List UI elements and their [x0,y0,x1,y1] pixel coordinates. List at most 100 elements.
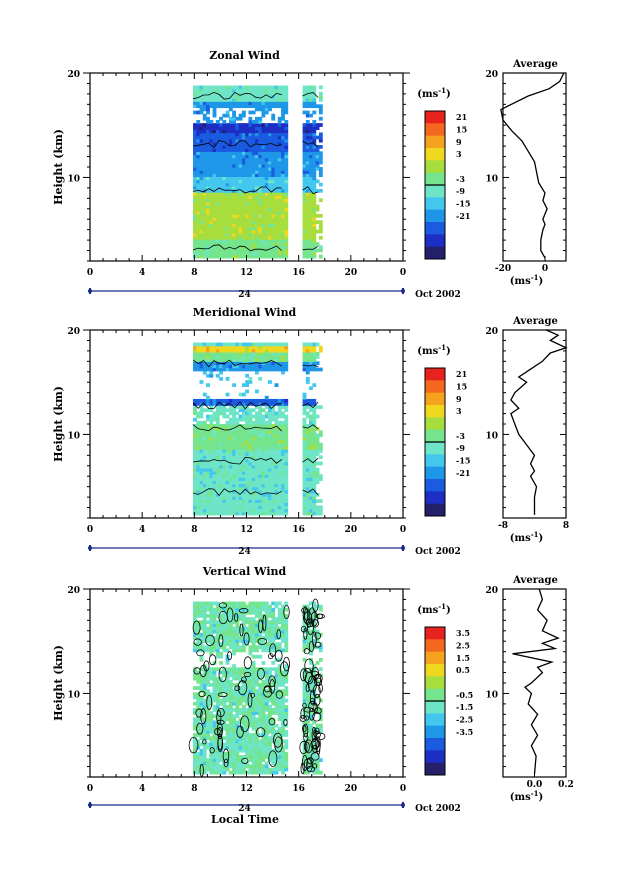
panel-title: Zonal Wind [209,49,280,62]
x-tick-label: 0 [400,268,406,278]
colorbar-tick-label: 15 [456,382,467,392]
x-ticks [89,330,404,518]
y-tick-label: 10 [67,690,80,700]
panel-title: Meridional Wind [193,306,297,319]
x-tick-label: 0 [400,784,406,794]
x-ticks [89,73,404,261]
colorbar-segment [425,701,445,714]
day-axis-start-dot [88,289,92,293]
colorbar-tick-label: 15 [456,125,467,135]
x-tick-label: 0 [400,525,406,535]
colorbar-tick-label: -9 [456,186,465,196]
colorbar-unit: (ms-1) [417,343,450,357]
colorbar-tick-label: -1.5 [456,702,473,712]
average-frame [502,72,567,262]
colorbar-segment [425,676,445,690]
x-tick-label: 12 [240,784,253,794]
y-ticks [83,588,410,778]
day-axis-end-dot [401,546,405,550]
colorbar-segment [425,713,445,727]
average-x-unit: (ms-1) [510,789,543,803]
colorbar-segment [425,197,445,211]
average-profile-line [510,329,568,515]
average-x-unit: (ms-1) [510,273,543,287]
x-tick-label: 8 [191,784,197,794]
colorbar-tick-label: -15 [456,456,470,466]
colorbar-segment [425,185,445,198]
average-frame [502,329,567,519]
x-tick-label: 0 [87,268,93,278]
average-profile: Average 20 10 -8 8 (ms-1) [485,316,569,544]
contour-lines [188,598,326,777]
panel-title: Vertical Wind [202,565,287,578]
colorbar-tick-label: -21 [456,468,470,478]
y-tick-label: 20 [67,70,80,80]
colorbar-segment [425,222,445,235]
colorbar-tick-label: -0.5 [456,690,473,700]
heatmap-field [193,342,323,516]
average-profile-line [512,588,560,774]
colorbar-segment [425,148,445,161]
colorbar-segment [425,429,445,443]
average-x-tick-label: 0.2 [558,780,574,790]
colorbar-tick-label: -2.5 [456,715,473,725]
y-tick-label: 10 [67,174,80,184]
y-ticks [83,329,410,519]
colorbar-segment [425,246,445,260]
contour-lines [192,359,319,497]
colorbar-segment [425,466,445,480]
colorbar-tick-label: 9 [456,394,462,404]
x-axis-label: Local Time [211,813,279,826]
day-axis-start-dot [88,803,92,807]
y-tick-label: 10 [67,431,80,441]
colorbar-segment [425,762,445,776]
colorbar-segment [425,368,445,381]
heatmap-field [193,85,323,259]
day-label: 24 [238,290,251,300]
colorbar-tick-label: 2.5 [456,641,470,651]
x-ticks [89,589,404,777]
x-tick-label: 12 [240,525,253,535]
colorbar: 21 15 9 3 -3 -9 -15 -21 (ms-1) [417,86,470,260]
average-y-tick-label: 10 [485,431,498,441]
average-ticks [502,329,567,519]
colorbar-tick-label: -9 [456,443,465,453]
x-tick-label: 4 [139,268,145,278]
colorbar-tick-label: -15 [456,199,470,209]
colorbar-tick-label: 21 [456,112,467,122]
colorbar-tick-label: -21 [456,211,470,221]
colorbar-segment [425,725,445,739]
x-tick-label: 16 [292,525,305,535]
colorbar-segment [425,454,445,468]
date-label: Oct 2002 [415,547,461,557]
x-tick-label: 8 [191,525,197,535]
colorbar-segment [425,627,445,640]
colorbar-unit: (ms-1) [417,602,450,616]
y-axis-label: Height (km) [52,386,65,462]
x-tick-label: 0 [87,784,93,794]
average-profile: Average 20 10 0.0 0.2 (ms-1) [485,575,573,803]
colorbar-segment [425,664,445,677]
colorbar-segment [425,738,445,751]
y-ticks [83,72,410,262]
x-tick-label: 0 [87,525,93,535]
y-tick-label: 20 [67,586,80,596]
average-x-tick-label: -8 [498,521,508,531]
day-axis-end-dot [401,803,405,807]
heatmap-field [193,601,323,775]
colorbar: 3.5 2.5 1.5 0.5 -0.5 -1.5 -2.5 -3.5 (ms-1) [417,602,473,776]
date-label: Oct 2002 [415,804,461,814]
contour-lines [192,91,319,252]
average-x-tick-label: 8 [563,521,569,531]
average-x-unit: (ms-1) [510,530,543,544]
colorbar-tick-label: 3 [456,406,462,416]
x-tick-label: 8 [191,268,197,278]
colorbar-segment [425,380,445,394]
colorbar-segment [425,111,445,124]
average-frame [502,588,567,778]
colorbar-tick-label: -3.5 [456,727,473,737]
